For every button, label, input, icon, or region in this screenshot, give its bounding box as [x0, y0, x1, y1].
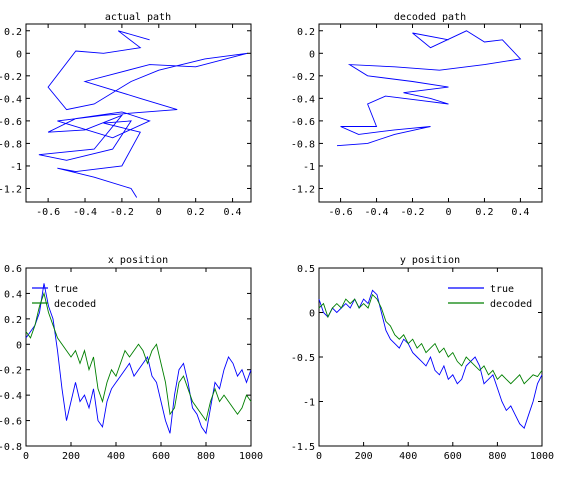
- chart-title: actual path: [105, 12, 171, 23]
- x-tick-label: -0.2: [400, 207, 424, 218]
- plot-frame: [25, 267, 252, 447]
- y-tick-label: -0.4: [291, 94, 315, 105]
- y-tick-label: -0.2: [291, 72, 315, 83]
- x-tick-label: 0: [23, 451, 29, 462]
- y-tick-label: -0.5: [291, 353, 315, 364]
- tick-layer: 0 200 400 600 800 1000 0.6 0.4 0.2 0 -0.2 -0.4 -0.6 -…: [0, 264, 263, 462]
- y-tick-label: -0.8: [0, 139, 22, 150]
- x-tick-label: 1000: [530, 451, 554, 462]
- y-tick-label: -0.8: [0, 442, 22, 453]
- y-tick-label: 0: [309, 309, 315, 320]
- y-tick-label: 0.6: [4, 264, 22, 275]
- x-tick-label: 0.2: [475, 207, 493, 218]
- series-line-true: [318, 289, 543, 430]
- y-tick-label: 0.2: [4, 27, 22, 38]
- tick-layer: -0.6 -0.4 -0.2 0 0.2 0.4 0.2 0 -0.2 -0.4 -0.6 -0.8 -…: [0, 24, 251, 218]
- x-tick-label: 800: [197, 451, 215, 462]
- plot-frame: [318, 23, 543, 203]
- series-layer: [38, 30, 248, 198]
- y-tick-label: -0.6: [0, 117, 22, 128]
- legend: true decoded: [32, 284, 96, 310]
- y-tick-label: -0.2: [0, 72, 22, 83]
- y-tick-label: -1: [303, 398, 315, 409]
- x-tick-label: 1000: [239, 451, 263, 462]
- y-tick-label: -0.4: [0, 391, 22, 402]
- tick-layer: 0 200 400 600 800 1000 0.5 0 -0.5 -1 -1.5: [291, 264, 554, 462]
- x-tick-label: 0: [156, 207, 162, 218]
- legend-label-decoded: decoded: [490, 299, 532, 310]
- y-tick-label: -1.2: [0, 184, 22, 195]
- panel-actual-path: actual path -0.6 -0.4 -0.2 0 0.2 0.40.20-0.2-…: [0, 12, 252, 218]
- y-tick-label: 0: [16, 340, 22, 351]
- y-tick-label: -1: [303, 162, 315, 173]
- y-tick-label: -0.6: [0, 417, 22, 428]
- series-line-decoded: [318, 293, 543, 385]
- series-line-decoded: [25, 291, 252, 422]
- series-layer: [336, 30, 522, 147]
- tick-layer: -0.6 -0.4 -0.2 0 0.2 0.4 0.2 0 -0.2 -0.4 -0.6 -0.8 -…: [291, 24, 542, 218]
- y-tick-label: -0.4: [0, 94, 22, 105]
- series-line-path-0: [336, 30, 522, 147]
- y-tick-label: 0.5: [297, 264, 315, 275]
- panel-decoded-path: decoded path -0.6 -0.4 -0.2 0 0.2 0.4 0.2 0 -0.2…: [291, 12, 543, 218]
- x-tick-label: -0.2: [110, 207, 134, 218]
- x-tick-label: 600: [444, 451, 462, 462]
- x-tick-label: 800: [488, 451, 506, 462]
- x-tick-label: 0.2: [187, 207, 205, 218]
- y-tick-label: 0.2: [297, 27, 315, 38]
- x-tick-label: 600: [152, 451, 170, 462]
- series-line-true: [25, 283, 252, 435]
- y-tick-label: 0: [309, 49, 315, 60]
- x-tick-label: 0: [445, 207, 451, 218]
- series-line-path-0: [38, 30, 248, 198]
- legend-label-true: true: [490, 284, 514, 295]
- y-tick-label: -1.2: [291, 184, 315, 195]
- chart-title: y position: [400, 255, 460, 266]
- plot-frame: [25, 23, 252, 203]
- x-tick-label: 200: [355, 451, 373, 462]
- legend: true decoded: [448, 284, 532, 310]
- x-tick-label: -0.4: [73, 207, 97, 218]
- x-tick-label: -0.6: [329, 207, 353, 218]
- x-tick-label: 0.4: [511, 207, 529, 218]
- y-tick-label: -0.6: [291, 117, 315, 128]
- series-layer: [25, 283, 252, 435]
- chart-title: decoded path: [394, 12, 466, 23]
- y-tick-label: 0.2: [4, 315, 22, 326]
- x-tick-label: 0.4: [224, 207, 242, 218]
- panel-x-position: x position 0 200 400 600 800 10000.60.40.20-0…: [0, 255, 263, 462]
- x-tick-label: 400: [107, 451, 125, 462]
- x-tick-label: 400: [399, 451, 417, 462]
- y-tick-label: 0: [16, 49, 22, 60]
- y-tick-label: 0.4: [4, 289, 22, 300]
- y-tick-label: -0.8: [291, 139, 315, 150]
- x-tick-label: 200: [62, 451, 80, 462]
- x-tick-label: 0: [316, 451, 322, 462]
- series-layer: [318, 289, 543, 430]
- x-tick-label: -0.4: [365, 207, 389, 218]
- chart-title: x position: [108, 255, 168, 266]
- panel-y-position: y position 0 200 400 600 800 1000 0.5 0 -0.5 -1 -1…: [291, 255, 554, 462]
- legend-label-decoded: decoded: [54, 299, 96, 310]
- legend-label-true: true: [54, 284, 78, 295]
- y-tick-label: -1.5: [291, 442, 315, 453]
- x-tick-label: -0.6: [36, 207, 60, 218]
- y-tick-label: -1: [10, 162, 22, 173]
- y-tick-label: -0.2: [0, 366, 22, 377]
